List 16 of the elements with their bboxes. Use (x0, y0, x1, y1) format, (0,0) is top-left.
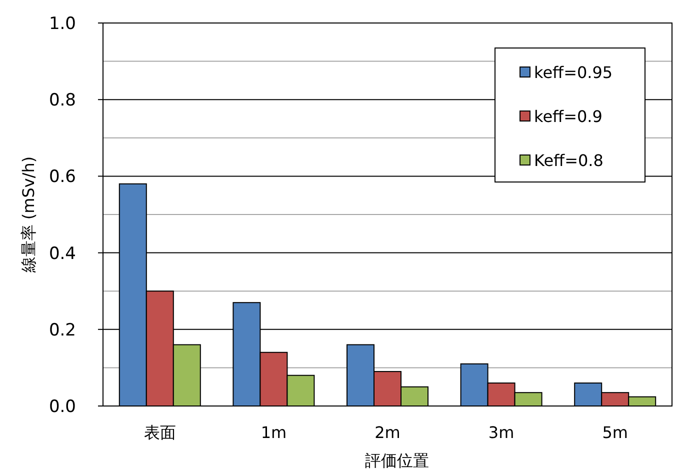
legend-label: keff=0.95 (534, 63, 613, 82)
y-tick-label: 0.8 (48, 90, 76, 111)
y-tick-label: 0.4 (48, 244, 76, 264)
y-tick-label: 0.6 (48, 167, 76, 188)
x-tick-label: 3m (488, 423, 514, 442)
x-tick-label: 2m (374, 423, 400, 442)
x-tick-label: 表面 (144, 423, 176, 442)
legend-label: Keff=0.8 (534, 151, 604, 170)
x-tick-label: 1m (260, 423, 287, 442)
y-tick-label: 0.0 (48, 397, 76, 417)
y-tick-label: 1.0 (48, 14, 76, 34)
y-axis-title: 線量率 (mSv/h) (19, 156, 38, 274)
x-axis-title: 評価位置 (365, 451, 429, 470)
legend-label: keff=0.9 (534, 107, 602, 126)
y-tick-label: 0.2 (48, 320, 76, 340)
x-tick-label: 5m (602, 423, 628, 442)
